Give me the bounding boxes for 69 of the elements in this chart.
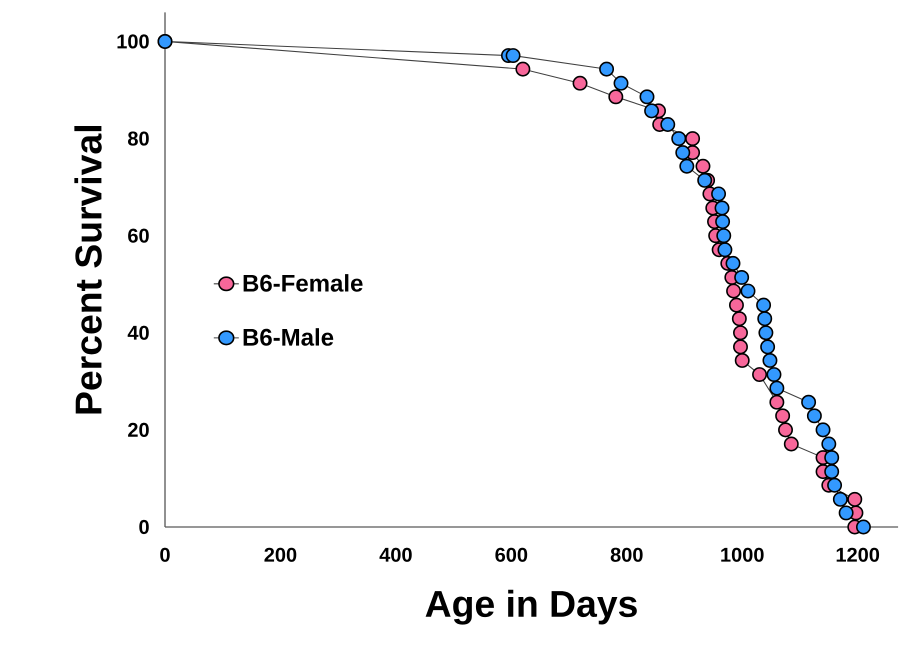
point bbox=[671, 131, 686, 146]
point bbox=[696, 158, 710, 174]
point bbox=[775, 408, 790, 424]
point bbox=[801, 394, 816, 410]
x-axis-title: Age in Days bbox=[426, 590, 637, 625]
point bbox=[714, 200, 730, 216]
point bbox=[711, 186, 726, 202]
point bbox=[769, 380, 784, 396]
legend-label: B6-Male bbox=[244, 328, 334, 346]
point bbox=[733, 339, 748, 354]
point bbox=[756, 298, 772, 313]
point bbox=[506, 48, 521, 64]
point bbox=[766, 367, 782, 382]
point bbox=[778, 422, 793, 438]
point bbox=[762, 352, 778, 368]
point bbox=[740, 284, 756, 298]
point bbox=[734, 352, 750, 368]
point bbox=[827, 478, 842, 493]
y-tick-label: 20 bbox=[128, 422, 149, 437]
point bbox=[679, 158, 694, 174]
point bbox=[816, 422, 831, 438]
point bbox=[734, 270, 750, 285]
point bbox=[717, 242, 732, 258]
point bbox=[757, 311, 772, 326]
point bbox=[715, 214, 730, 230]
point bbox=[599, 62, 614, 77]
point bbox=[716, 228, 732, 244]
point bbox=[832, 492, 848, 507]
point bbox=[728, 298, 744, 313]
point bbox=[752, 367, 768, 382]
point bbox=[821, 436, 836, 452]
x-tick-label: 200 bbox=[264, 548, 296, 562]
point bbox=[644, 103, 660, 118]
point bbox=[685, 131, 700, 146]
point bbox=[515, 62, 530, 77]
x-tick-label: 1000 bbox=[721, 548, 764, 562]
point bbox=[572, 76, 588, 91]
point bbox=[847, 492, 862, 507]
y-tick-label: 40 bbox=[128, 326, 149, 340]
point bbox=[838, 505, 854, 520]
point bbox=[769, 394, 784, 410]
x-tick-label: 600 bbox=[495, 548, 528, 562]
point bbox=[758, 325, 774, 340]
point bbox=[726, 284, 742, 298]
point bbox=[660, 117, 676, 132]
point bbox=[856, 520, 871, 534]
point bbox=[675, 145, 690, 160]
x-tick-label: 800 bbox=[610, 548, 643, 562]
point bbox=[733, 325, 748, 340]
y-tick-label: 0 bbox=[139, 520, 149, 534]
point bbox=[732, 311, 747, 326]
point bbox=[824, 450, 840, 466]
x-tick-label: 400 bbox=[380, 548, 412, 562]
point bbox=[640, 89, 654, 104]
point bbox=[614, 76, 628, 91]
x-tick-label: 0 bbox=[160, 548, 170, 562]
x-tick-label: 1200 bbox=[836, 548, 880, 562]
point bbox=[726, 256, 740, 271]
legend-label: B6-Female bbox=[244, 274, 363, 292]
point bbox=[784, 436, 799, 452]
point bbox=[608, 89, 624, 104]
point bbox=[806, 408, 822, 424]
y-tick-label: 80 bbox=[128, 131, 149, 146]
point bbox=[824, 464, 840, 480]
y-tick-label: 100 bbox=[118, 34, 149, 49]
point bbox=[697, 172, 712, 188]
point bbox=[760, 339, 776, 354]
y-axis-title: Percent Survival bbox=[74, 126, 102, 414]
y-tick-label: 60 bbox=[128, 228, 149, 243]
